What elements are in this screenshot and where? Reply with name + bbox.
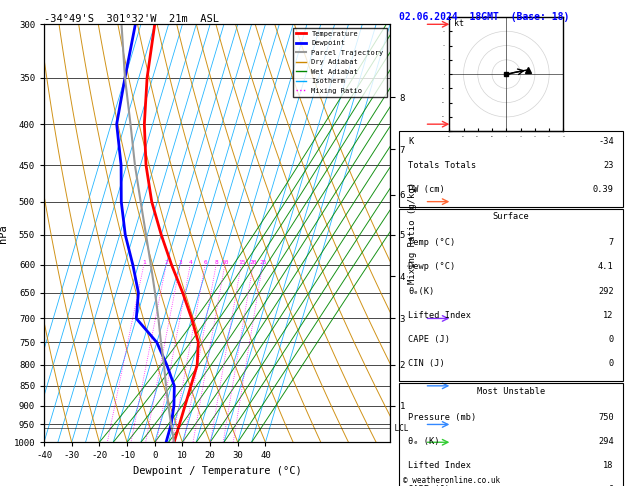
Text: Pressure (mb): Pressure (mb) [408,413,477,421]
Text: CAPE (J): CAPE (J) [408,335,450,344]
Text: CAPE (J): CAPE (J) [408,485,450,486]
Text: 0: 0 [608,359,614,368]
Text: Temp (°C): Temp (°C) [408,238,455,247]
Text: K: K [408,137,414,145]
Text: 3: 3 [179,260,182,264]
Text: 8: 8 [214,260,218,264]
Text: Surface: Surface [493,212,530,222]
Text: 23: 23 [603,161,614,170]
Text: -34°49'S  301°32'W  21m  ASL: -34°49'S 301°32'W 21m ASL [44,14,219,23]
Text: 2: 2 [165,260,169,264]
Text: CIN (J): CIN (J) [408,359,445,368]
Text: 6: 6 [204,260,208,264]
Text: 18: 18 [603,461,614,470]
Bar [399,383,623,486]
Text: 12: 12 [603,311,614,320]
Y-axis label: hPa: hPa [0,224,8,243]
Text: PW (cm): PW (cm) [408,185,445,194]
Text: Lifted Index: Lifted Index [408,311,471,320]
Text: 20: 20 [250,260,257,264]
Text: 292: 292 [598,287,614,295]
Bar [399,209,623,382]
Text: θₑ(K): θₑ(K) [408,287,435,295]
Text: Totals Totals: Totals Totals [408,161,477,170]
Text: 7: 7 [608,238,614,247]
Text: 4: 4 [189,260,192,264]
Text: 0: 0 [608,335,614,344]
Text: 02.06.2024  18GMT  (Base: 18): 02.06.2024 18GMT (Base: 18) [399,12,570,22]
Y-axis label: Mixing Ratio (g/kg): Mixing Ratio (g/kg) [408,182,417,284]
Text: 4.1: 4.1 [598,262,614,272]
Text: © weatheronline.co.uk: © weatheronline.co.uk [403,476,499,485]
Text: 0: 0 [608,485,614,486]
Text: θₑ (K): θₑ (K) [408,437,440,446]
Text: -34: -34 [598,137,614,145]
Text: 25: 25 [259,260,267,264]
Legend: Temperature, Dewpoint, Parcel Trajectory, Dry Adiabat, Wet Adiabat, Isotherm, Mi: Temperature, Dewpoint, Parcel Trajectory… [292,28,386,97]
Text: kt: kt [454,18,464,28]
Text: 1: 1 [143,260,147,264]
Bar [399,131,623,207]
Text: 750: 750 [598,413,614,421]
Text: Dewp (°C): Dewp (°C) [408,262,455,272]
Text: 10: 10 [221,260,229,264]
Text: 0.39: 0.39 [593,185,614,194]
Text: 294: 294 [598,437,614,446]
Text: 15: 15 [238,260,245,264]
Text: Most Unstable: Most Unstable [477,387,545,396]
X-axis label: Dewpoint / Temperature (°C): Dewpoint / Temperature (°C) [133,466,301,476]
Text: LCL: LCL [390,424,408,433]
Text: Lifted Index: Lifted Index [408,461,471,470]
